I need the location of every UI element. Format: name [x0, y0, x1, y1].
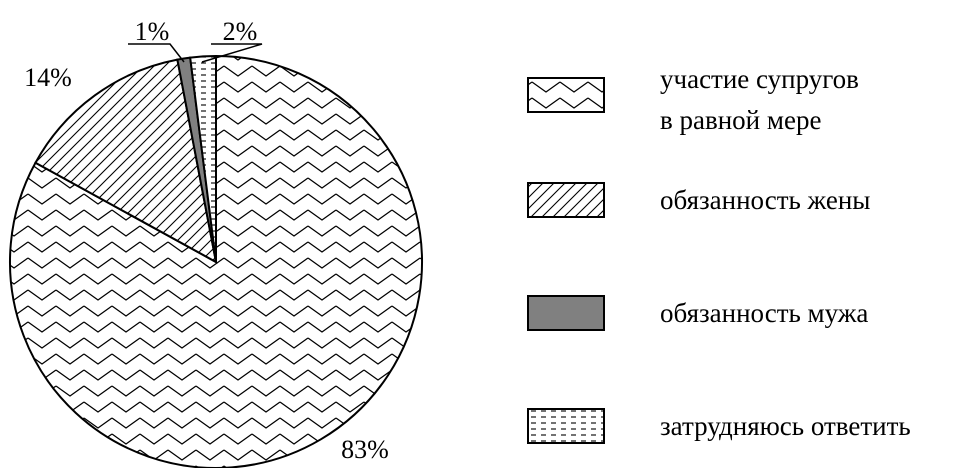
legend-swatch: [527, 295, 605, 331]
pie-slices: [9, 54, 423, 468]
slice-label: 14%: [24, 63, 72, 92]
slice-label: 83%: [341, 435, 389, 464]
legend-label: обязанность жены: [660, 185, 870, 215]
legend: участие супругов в равной мере обязанность…: [527, 64, 911, 444]
pie-labels: 83% 14% 1% 2%: [24, 17, 389, 464]
pie-slice: [189, 54, 217, 263]
pie-slice: [34, 58, 218, 264]
legend-label: обязанность мужа: [660, 298, 868, 328]
legend-swatch: [527, 408, 605, 444]
legend-label: затрудняюсь ответить: [660, 411, 911, 441]
slice-label: 2%: [223, 17, 258, 46]
slice-label: 1%: [135, 17, 170, 46]
legend-label: в равной мере: [660, 105, 821, 135]
legend-swatch: [527, 182, 605, 218]
legend-swatch: [527, 77, 605, 113]
legend-label: участие супругов: [660, 64, 859, 94]
leader-line: [201, 43, 263, 63]
leader-line: [128, 43, 185, 63]
